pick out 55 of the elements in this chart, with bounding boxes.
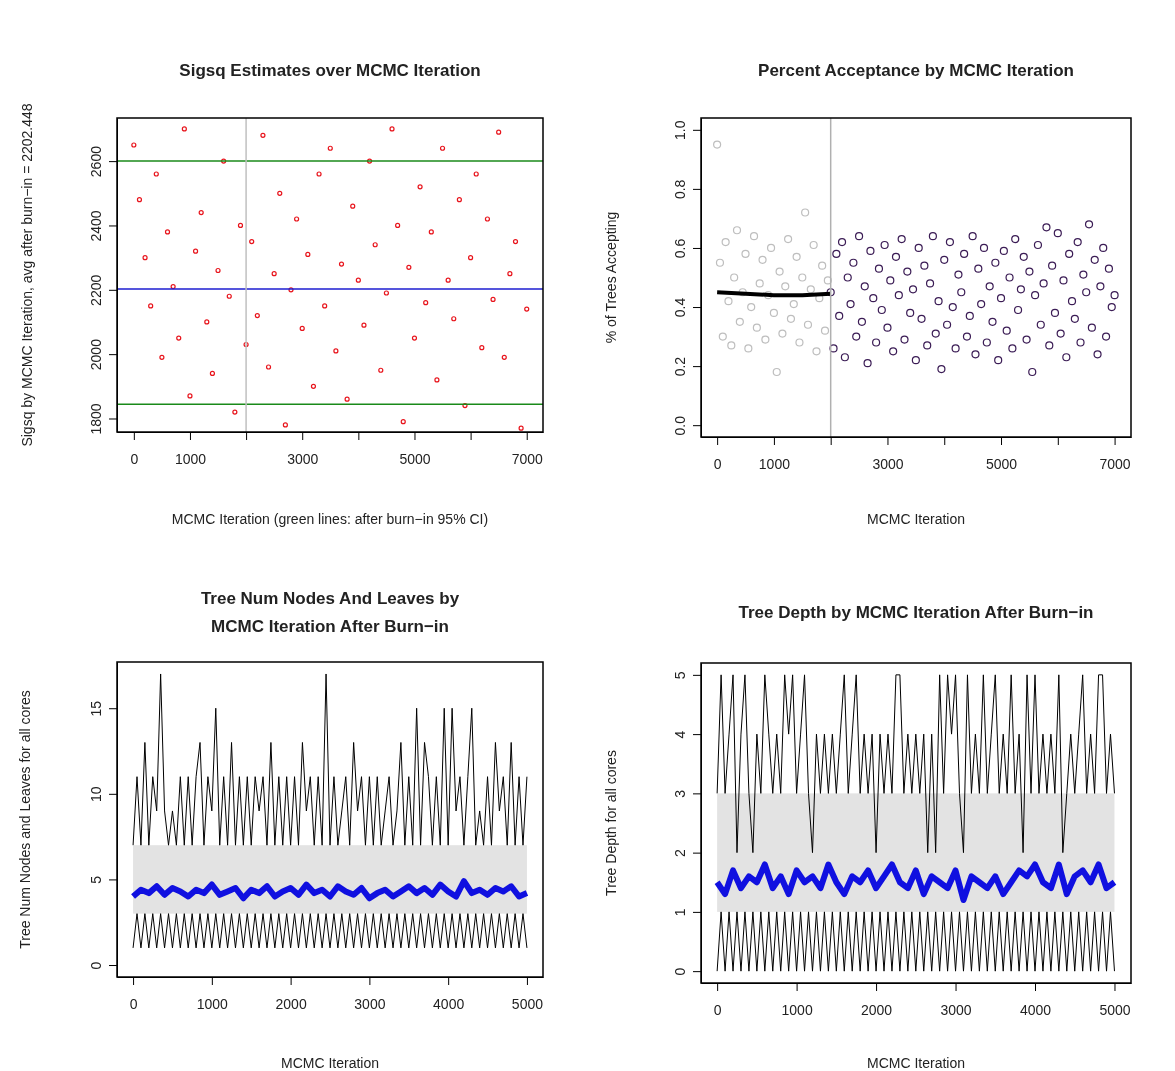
y-axis-title: % of Trees Accepting bbox=[603, 211, 619, 344]
y-tick-label: 3 bbox=[672, 789, 688, 798]
y-tick-label: 1800 bbox=[88, 403, 104, 435]
y-tick-label: 15 bbox=[88, 700, 104, 717]
y-tick-label: 1 bbox=[672, 908, 688, 917]
y-tick-label: 5 bbox=[88, 875, 104, 884]
x-tick-label: 7000 bbox=[511, 451, 543, 467]
y-tick-label: 5 bbox=[672, 671, 688, 680]
x-tick-label: 1000 bbox=[781, 1002, 813, 1018]
y-axis-title: Tree Num Nodes and Leaves for all cores bbox=[17, 690, 33, 949]
y-tick-label: 0.6 bbox=[672, 238, 688, 259]
x-tick-label: 7000 bbox=[1099, 456, 1131, 472]
y-tick-label: 4 bbox=[672, 730, 688, 739]
x-tick-label: 5000 bbox=[511, 996, 544, 1012]
x-tick-label: 1000 bbox=[758, 456, 791, 472]
x-tick-label: 5000 bbox=[399, 451, 431, 467]
y-tick-label: 1.0 bbox=[672, 120, 688, 141]
chart-title: Tree Depth by MCMC Iteration After Burn−in bbox=[738, 603, 1094, 622]
x-tick-label: 1000 bbox=[196, 996, 229, 1012]
y-tick-label: 2200 bbox=[88, 274, 104, 306]
x-tick-label: 2000 bbox=[275, 996, 307, 1012]
x-tick-label: 3000 bbox=[940, 1002, 972, 1018]
y-tick-label: 0.8 bbox=[672, 179, 688, 200]
x-tick-label: 4000 bbox=[1019, 1002, 1052, 1018]
x-axis-title: MCMC Iteration (green lines: after burn−in 95% CI) bbox=[171, 511, 489, 527]
y-tick-label: 10 bbox=[88, 786, 104, 803]
y-tick-label: 2000 bbox=[88, 338, 104, 371]
x-tick-label: 3000 bbox=[872, 456, 904, 472]
y-tick-label: 0 bbox=[672, 967, 688, 976]
y-tick-label: 2 bbox=[672, 849, 688, 858]
x-axis-title: MCMC Iteration bbox=[866, 1055, 966, 1071]
x-tick-label: 4000 bbox=[433, 996, 465, 1012]
y-tick-label: 0 bbox=[88, 961, 104, 970]
chart-title: Percent Acceptance by MCMC Iteration bbox=[758, 61, 1074, 80]
x-tick-label: 0 bbox=[713, 1002, 722, 1018]
y-tick-label: 0.2 bbox=[672, 356, 688, 377]
x-axis-title: MCMC Iteration bbox=[866, 511, 966, 527]
x-tick-label: 3000 bbox=[354, 996, 386, 1012]
y-axis-title: Sigsq by MCMC Iteration, avg after burn−in = 2202.448 bbox=[19, 103, 35, 447]
chart-title: Tree Num Nodes And Leaves by MCMC Iteration After Burn−in bbox=[200, 589, 460, 636]
y-tick-label: 0.0 bbox=[672, 415, 688, 436]
chart-title: Sigsq Estimates over MCMC Iteration bbox=[179, 61, 481, 80]
x-tick-label: 1000 bbox=[174, 451, 207, 467]
x-tick-label: 3000 bbox=[287, 451, 319, 467]
x-tick-label: 2000 bbox=[860, 1002, 893, 1018]
y-axis-title: Tree Depth for all cores bbox=[603, 750, 619, 896]
y-tick-label: 0.4 bbox=[672, 297, 688, 318]
x-tick-label: 0 bbox=[713, 456, 722, 472]
x-tick-label: 0 bbox=[129, 996, 138, 1012]
x-tick-label: 5000 bbox=[1099, 1002, 1131, 1018]
y-tick-label: 2400 bbox=[88, 210, 104, 242]
y-tick-label: 2600 bbox=[88, 145, 104, 178]
x-axis-title: MCMC Iteration bbox=[280, 1055, 380, 1071]
x-tick-label: 5000 bbox=[985, 456, 1018, 472]
x-tick-label: 0 bbox=[130, 451, 139, 467]
